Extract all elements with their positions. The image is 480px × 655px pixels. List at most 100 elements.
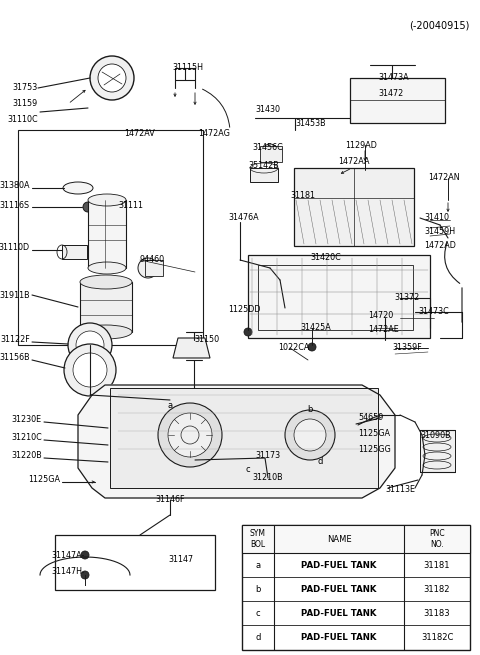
Text: 31150: 31150 xyxy=(194,335,219,345)
Text: 1125GA: 1125GA xyxy=(28,476,60,485)
Circle shape xyxy=(168,413,212,457)
Text: 1129AD: 1129AD xyxy=(345,141,377,149)
Text: 31473C: 31473C xyxy=(418,307,449,316)
Text: b: b xyxy=(255,584,261,593)
Text: 31159: 31159 xyxy=(13,100,38,109)
Text: 31210C: 31210C xyxy=(11,434,42,443)
Text: 1472AN: 1472AN xyxy=(428,174,460,183)
Text: 31147: 31147 xyxy=(168,555,193,565)
Text: 31430: 31430 xyxy=(255,105,280,115)
Circle shape xyxy=(262,144,278,160)
Text: SYM
BOL: SYM BOL xyxy=(250,529,266,549)
Text: a: a xyxy=(168,400,173,409)
Bar xyxy=(80,282,132,332)
Text: 31090B: 31090B xyxy=(420,430,451,440)
Bar xyxy=(250,168,278,182)
Text: 31115H: 31115H xyxy=(172,64,204,73)
Text: 31359F: 31359F xyxy=(392,343,422,352)
Ellipse shape xyxy=(88,262,126,274)
Text: 31459H: 31459H xyxy=(424,227,455,236)
Bar xyxy=(260,146,282,162)
Text: 31911B: 31911B xyxy=(0,291,30,299)
Bar xyxy=(55,535,215,590)
Text: 1472AV: 1472AV xyxy=(124,128,155,138)
Text: 31181: 31181 xyxy=(424,561,450,569)
Polygon shape xyxy=(78,385,395,498)
Circle shape xyxy=(138,258,158,278)
Text: c: c xyxy=(256,608,260,618)
Text: 31173: 31173 xyxy=(255,451,281,460)
Bar xyxy=(350,78,445,123)
Text: a: a xyxy=(255,561,261,569)
Text: d: d xyxy=(317,457,323,466)
Text: 31210B: 31210B xyxy=(252,474,283,483)
Circle shape xyxy=(98,64,126,92)
Text: PAD-FUEL TANK: PAD-FUEL TANK xyxy=(301,633,377,641)
Text: 54659: 54659 xyxy=(358,413,384,422)
Text: 31111: 31111 xyxy=(118,200,143,210)
Circle shape xyxy=(158,403,222,467)
Text: 31476A: 31476A xyxy=(228,214,259,223)
Bar xyxy=(242,525,470,553)
Text: 31146F: 31146F xyxy=(155,495,185,504)
Text: 1125DD: 1125DD xyxy=(228,305,261,314)
Text: PNC
NO.: PNC NO. xyxy=(429,529,445,549)
Ellipse shape xyxy=(80,275,132,289)
Circle shape xyxy=(244,328,252,336)
Bar xyxy=(258,265,413,330)
Bar xyxy=(62,245,87,259)
Text: d: d xyxy=(255,633,261,641)
Text: 1472AE: 1472AE xyxy=(368,326,399,335)
Text: 1125GG: 1125GG xyxy=(358,445,391,455)
Text: 31473A: 31473A xyxy=(378,73,408,83)
Text: 31472: 31472 xyxy=(378,88,403,98)
Text: 1472AD: 1472AD xyxy=(424,242,456,250)
Text: 31181: 31181 xyxy=(290,191,315,200)
Ellipse shape xyxy=(63,182,93,194)
Text: 94460: 94460 xyxy=(140,255,165,265)
Bar xyxy=(110,388,378,488)
Text: 31230E: 31230E xyxy=(12,415,42,424)
Text: 31116S: 31116S xyxy=(0,200,30,210)
Text: 1472AA: 1472AA xyxy=(338,157,370,166)
Bar xyxy=(88,200,126,268)
Circle shape xyxy=(294,419,326,451)
Text: 31220B: 31220B xyxy=(11,451,42,460)
Text: 31113E: 31113E xyxy=(385,485,415,495)
Circle shape xyxy=(64,344,116,396)
Circle shape xyxy=(81,551,89,559)
Polygon shape xyxy=(248,255,430,338)
Text: (-20040915): (-20040915) xyxy=(409,20,470,30)
Circle shape xyxy=(83,202,93,212)
Text: b: b xyxy=(307,405,312,415)
Text: 31372: 31372 xyxy=(394,293,419,303)
Bar xyxy=(145,260,163,276)
Text: 31380A: 31380A xyxy=(0,181,30,189)
Text: PAD-FUEL TANK: PAD-FUEL TANK xyxy=(301,584,377,593)
Circle shape xyxy=(308,343,316,351)
Text: 31183: 31183 xyxy=(424,608,450,618)
Text: 31182: 31182 xyxy=(424,584,450,593)
Text: 31420C: 31420C xyxy=(310,253,341,263)
Text: 31110D: 31110D xyxy=(0,244,30,252)
Circle shape xyxy=(73,353,107,387)
Ellipse shape xyxy=(88,194,126,206)
Text: 31753: 31753 xyxy=(13,83,38,92)
Polygon shape xyxy=(173,338,210,358)
Text: c: c xyxy=(246,466,250,474)
Text: 31147H: 31147H xyxy=(51,567,82,576)
Text: 31425A: 31425A xyxy=(300,324,331,333)
Text: 14720: 14720 xyxy=(368,312,393,320)
Circle shape xyxy=(285,410,335,460)
Text: 31453B: 31453B xyxy=(295,119,325,128)
Bar xyxy=(420,430,455,472)
Text: 31147A: 31147A xyxy=(51,550,82,559)
Ellipse shape xyxy=(80,325,132,339)
Circle shape xyxy=(68,323,112,367)
Text: 31182C: 31182C xyxy=(421,633,453,641)
Circle shape xyxy=(76,331,104,359)
Text: 1022CA: 1022CA xyxy=(278,343,310,352)
Bar xyxy=(18,130,203,345)
Text: 1472AG: 1472AG xyxy=(198,128,230,138)
Text: NAME: NAME xyxy=(327,534,351,544)
